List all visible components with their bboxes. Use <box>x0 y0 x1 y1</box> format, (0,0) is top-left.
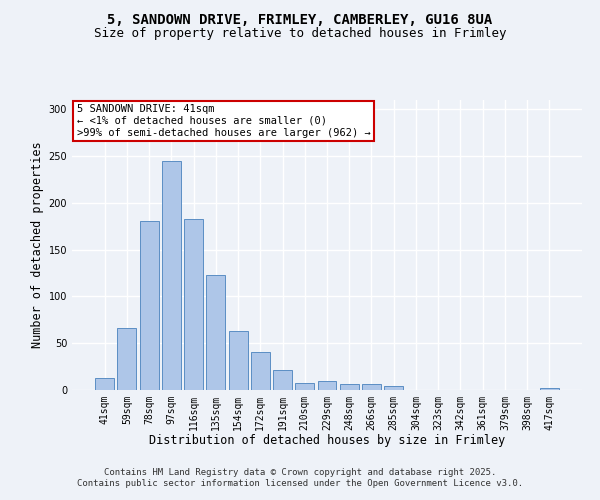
Bar <box>140 220 158 390</box>
Text: 5, SANDOWN DRIVE, FRIMLEY, CAMBERLEY, GU16 8UA: 5, SANDOWN DRIVE, FRIMLEY, CAMBERLEY, GU… <box>107 12 493 26</box>
Bar <box>295 384 314 390</box>
Bar <box>362 384 381 390</box>
Bar <box>273 370 292 390</box>
Bar <box>384 386 403 390</box>
Bar <box>95 378 114 390</box>
Text: Contains HM Land Registry data © Crown copyright and database right 2025.
Contai: Contains HM Land Registry data © Crown c… <box>77 468 523 487</box>
Bar <box>206 275 225 390</box>
Y-axis label: Number of detached properties: Number of detached properties <box>31 142 44 348</box>
Text: 5 SANDOWN DRIVE: 41sqm
← <1% of detached houses are smaller (0)
>99% of semi-det: 5 SANDOWN DRIVE: 41sqm ← <1% of detached… <box>77 104 371 138</box>
Bar <box>251 352 270 390</box>
Bar <box>184 219 203 390</box>
Bar <box>540 388 559 390</box>
Bar <box>118 328 136 390</box>
Text: Size of property relative to detached houses in Frimley: Size of property relative to detached ho… <box>94 28 506 40</box>
Bar <box>229 331 248 390</box>
Bar <box>340 384 359 390</box>
Bar <box>317 380 337 390</box>
Bar <box>162 161 181 390</box>
X-axis label: Distribution of detached houses by size in Frimley: Distribution of detached houses by size … <box>149 434 505 448</box>
